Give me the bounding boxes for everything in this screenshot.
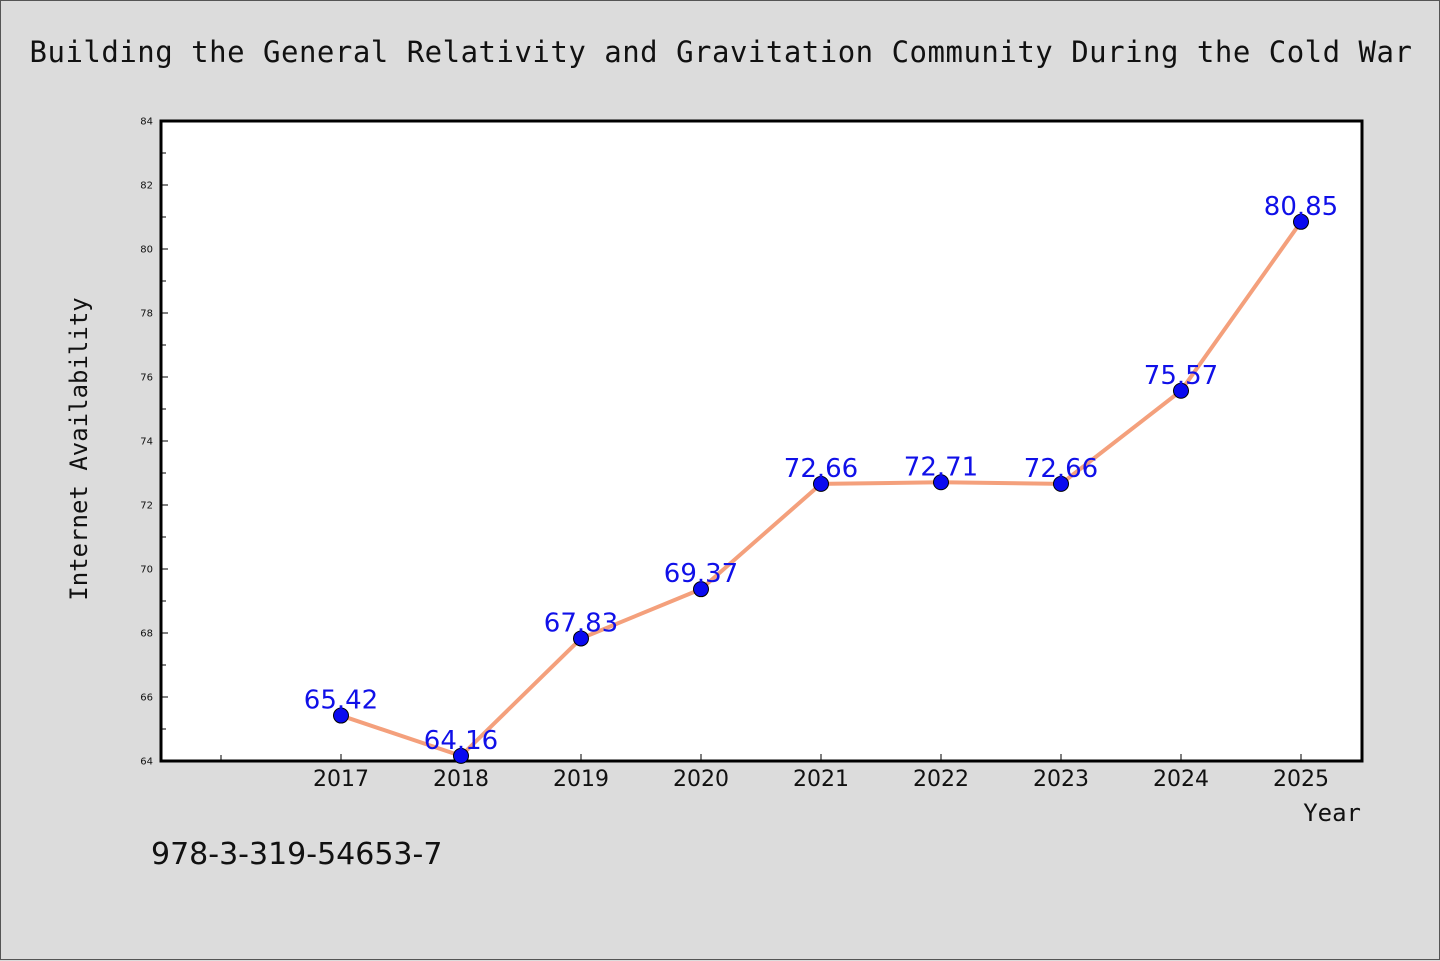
- x-tick-label: 2017: [313, 767, 369, 792]
- data-labels: 65.42 64.16 67.83 69.37 72.66 72.71 72.66 75.57…: [304, 192, 1338, 756]
- chart-title: Building the General Relativity and Grav…: [29, 35, 1413, 69]
- y-tick-label: 84: [140, 117, 153, 128]
- data-label: 64.16: [424, 726, 498, 756]
- y-tick-label: 70: [140, 565, 153, 576]
- data-label: 72.66: [1024, 454, 1098, 484]
- y-tick-label: 72: [140, 501, 153, 512]
- x-tick-label: 2025: [1273, 767, 1329, 792]
- x-tick-label: 2020: [673, 767, 729, 792]
- data-label: 72.71: [904, 452, 978, 482]
- x-tick-label: 2023: [1033, 767, 1089, 792]
- y-tick-label: 78: [140, 309, 153, 320]
- data-point: [1173, 382, 1189, 399]
- data-label: 69.37: [664, 559, 738, 589]
- y-tick-label: 74: [140, 437, 153, 448]
- data-point: [1053, 475, 1069, 492]
- data-point: [453, 747, 469, 764]
- data-label: 80.85: [1264, 192, 1338, 222]
- x-tick-label: 2024: [1153, 767, 1209, 792]
- y-axis-label: Internet Availability: [65, 297, 93, 600]
- data-point: [333, 707, 349, 724]
- data-point: [813, 475, 829, 492]
- data-point: [693, 581, 709, 598]
- x-tick-label: 2021: [793, 767, 849, 792]
- y-tick-label: 66: [140, 693, 153, 704]
- y-tick-label: 64: [140, 757, 153, 768]
- y-tick-label: 82: [140, 181, 153, 192]
- x-tick-label: 2018: [433, 767, 489, 792]
- plot-area: [159, 119, 1364, 763]
- y-tick-label: 68: [140, 629, 153, 640]
- y-tick-label: 80: [140, 245, 153, 256]
- isbn-text: 978-3-319-54653-7: [151, 837, 443, 872]
- x-axis: 2017 2018 2019 2020 2021 2022 2023 2024 2025: [220, 754, 1329, 792]
- x-tick-label: 2022: [913, 767, 969, 792]
- data-label: 65.42: [304, 686, 378, 716]
- x-axis-label: Year: [1303, 799, 1361, 827]
- x-tick-label: 2019: [553, 767, 609, 792]
- y-tick-label: 76: [140, 373, 153, 384]
- data-label: 67.83: [544, 608, 618, 638]
- data-markers: [333, 213, 1309, 764]
- data-point: [933, 474, 949, 491]
- data-point: [1293, 213, 1309, 230]
- y-axis: 64 66 68 70 72 74 76 78 80 82 84: [140, 117, 168, 768]
- data-label: 72.66: [784, 454, 858, 484]
- data-point: [573, 630, 589, 647]
- data-label: 75.57: [1144, 361, 1218, 391]
